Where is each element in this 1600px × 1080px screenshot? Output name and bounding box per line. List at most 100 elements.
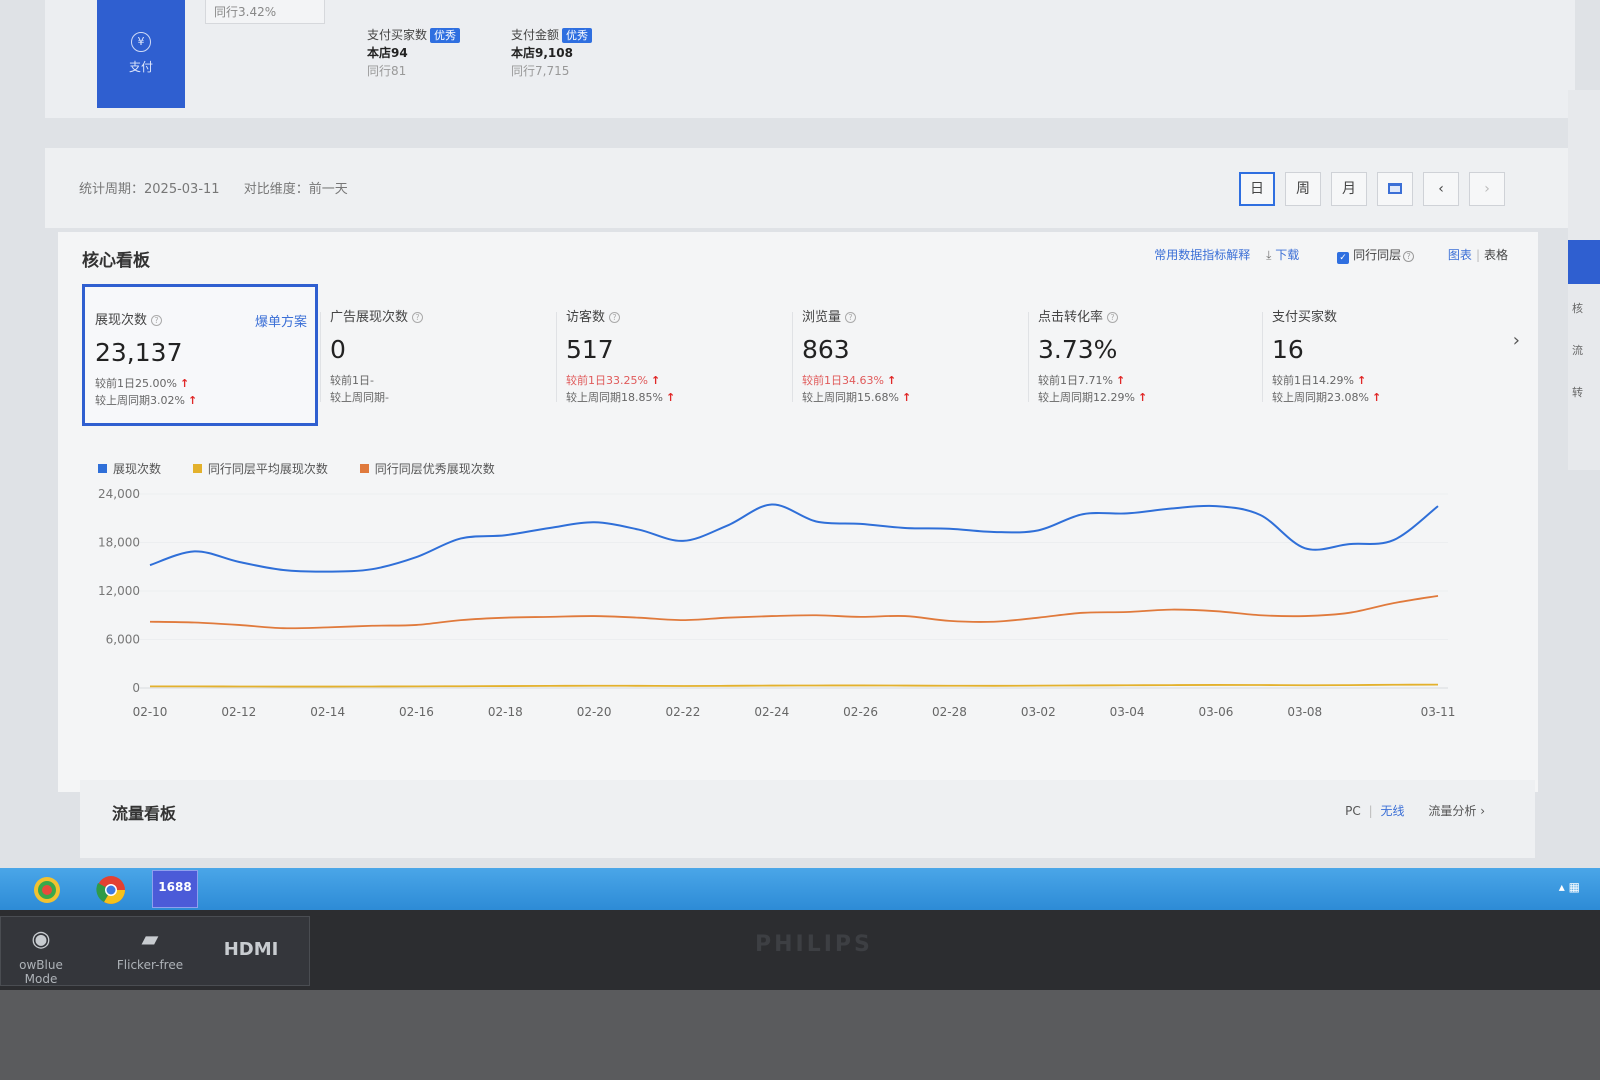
kpi-value: 0 [330,335,346,364]
kpi-value: 16 [1272,335,1304,364]
kpi-compare-week: 较上周同期15.68% [802,391,899,404]
x-tick-label: 02-26 [843,705,878,719]
traffic-board-title: 流量看板 [112,804,177,823]
network-icon[interactable]: ▦ [1568,880,1580,894]
period-bar: 统计周期：2025-03-11 对比维度：前一天 日 周 月 ‹ › [45,148,1575,228]
kpi-card[interactable]: 广告展现次数? 0 较前1日- 较上周同期- [320,284,556,426]
chevron-right-icon: › [1480,804,1485,818]
conversion-funnel: ¥ 支付 同行3.42% 支付买家数 优秀 本店94 同行81 支付金额 优秀 本店… [45,0,1575,118]
x-tick-label: 03-08 [1287,705,1322,719]
chevron-right-icon: › [1484,181,1490,197]
period-info: 统计周期：2025-03-11 对比维度：前一天 [79,178,368,197]
kpi-compare-week: 较上周同期23.08% [1272,391,1369,404]
prev-period-button[interactable]: ‹ [1423,172,1459,206]
funnel-step-pay[interactable]: ¥ 支付 [97,0,185,108]
x-tick-label: 03-06 [1198,705,1233,719]
y-tick-label: 24,000 [98,487,140,501]
kpi-card[interactable]: 浏览量? 863 较前1日34.63% ↑ 较上周同期15.68% ↑ [792,284,1028,426]
legend-swatch [359,464,369,473]
kpi-compare-week: 较上周同期12.29% [1038,391,1135,404]
period-month-button[interactable]: 月 [1331,172,1367,206]
download-button[interactable]: ⤓ 下载 [1266,248,1300,262]
compare-dimension: 对比维度：前一天 [243,182,348,197]
kpi-card[interactable]: 支付买家数 16 较前1日14.29% ↑ 较上周同期23.08% ↑ [1262,284,1498,426]
kpi-value: 23,137 [95,338,183,367]
kpi-title: 广告展现次数? [330,306,546,325]
chrome-icon[interactable] [94,873,128,907]
help-icon: ? [845,312,857,323]
help-icon: ? [1107,312,1119,323]
monitor-bezel: ◉ owBlue Mode ▰ Flicker-free HDMI PHILIPS [0,910,1600,990]
arrow-up-icon: ↑ [650,374,661,387]
kpi-card[interactable]: 点击转化率? 3.73% 较前1日7.71% ↑ 较上周同期12.29% ↑ [1028,284,1264,426]
metric-store-value: 本店9,108 [511,46,573,60]
side-nav-item[interactable]: 转 [1572,386,1583,399]
x-tick-label: 02-24 [754,705,789,719]
stat-period: 统计周期：2025-03-11 [79,182,220,197]
tray-arrow-icon[interactable]: ▴ [1558,880,1565,894]
x-tick-label: 02-20 [577,705,612,719]
core-board-toolbar: 常用数据指标解释 ⤓ 下载 ✓ 同行同层? 图表 | 表格 [1154,248,1508,264]
view-table-toggle[interactable]: 表格 [1483,248,1508,262]
peer-level-checkbox[interactable]: ✓ 同行同层? [1337,248,1415,264]
calendar-button[interactable] [1377,172,1413,206]
x-tick-label: 02-16 [399,705,434,719]
pc-toggle[interactable]: PC [1345,804,1361,818]
excellent-badge: 优秀 [562,28,593,43]
help-icon: ? [1403,251,1415,262]
legend-item-peer-average[interactable]: 同行同层平均展现次数 [192,462,328,476]
peer-rate-tooltip: 同行3.42% [205,0,325,24]
chevron-right-icon: › [1512,330,1520,351]
app-1688-icon[interactable]: 1688 [152,870,198,908]
core-board-title: 核心看板 [82,251,150,271]
metric-peer-value: 同行81 [367,64,407,78]
period-day-button[interactable]: 日 [1239,172,1275,206]
x-tick-label: 02-14 [310,705,345,719]
excellent-badge: 优秀 [430,28,461,43]
kpi-next-button[interactable]: › [1513,330,1520,351]
wireless-toggle[interactable]: 无线 [1380,804,1405,818]
arrow-up-icon: ↑ [886,374,897,387]
legend-item-peer-excellent[interactable]: 同行同层优秀展现次数 [359,462,495,476]
y-tick-label: 0 [132,681,140,695]
kpi-value: 863 [802,335,850,364]
legend-item-impressions[interactable]: 展现次数 [98,462,161,476]
kpi-compare-week: 较上周同期- [330,391,389,404]
kpi-divider [1262,312,1263,402]
low-blue-feature: ◉ owBlue Mode [1,927,81,986]
next-period-button[interactable]: › [1469,172,1505,206]
legend-swatch [192,464,202,473]
x-tick-label: 02-12 [221,705,256,719]
kpi-title: 展现次数? [95,309,305,328]
x-tick-label: 03-11 [1421,705,1456,719]
metric-explain-link[interactable]: 常用数据指标解释 [1154,248,1251,262]
monitor-brand: PHILIPS [755,932,873,957]
monitor-screen: ¥ 支付 同行3.42% 支付买家数 优秀 本店94 同行81 支付金额 优秀 本店… [0,0,1600,910]
help-icon: ? [151,315,163,326]
help-icon: ? [412,312,424,323]
y-tick-label: 12,000 [98,584,140,598]
flicker-free-feature: ▰ Flicker-free [105,927,195,972]
traffic-analysis-link[interactable]: 流量分析 › [1428,804,1485,818]
view-chart-toggle[interactable]: 图表 [1447,248,1472,262]
yuan-coin-icon: ¥ [131,32,151,52]
kpi-title: 浏览量? [802,306,1018,325]
metric-peer-value: 同行7,715 [511,64,570,78]
calendar-icon [1388,183,1402,194]
boost-plan-link[interactable]: 爆单方案 [254,315,307,330]
side-nav-item[interactable]: 流 [1572,344,1583,357]
period-week-button[interactable]: 周 [1285,172,1321,206]
arrow-up-icon: ↑ [1137,391,1148,404]
side-nav-active-item[interactable] [1568,240,1600,284]
browser-360-icon[interactable] [30,873,64,907]
arrow-up-icon: ↑ [901,391,912,404]
x-tick-label: 02-22 [666,705,701,719]
side-nav-item[interactable]: 核 [1572,302,1583,315]
legend-swatch [98,464,107,473]
kpi-card[interactable]: 访客数? 517 较前1日33.25% ↑ 较上周同期18.85% ↑ [556,284,792,426]
core-dashboard: 核心看板 常用数据指标解释 ⤓ 下载 ✓ 同行同层? 图表 | 表格 展现次数? 爆单方… [58,232,1538,792]
y-tick-label: 6,000 [106,633,140,647]
kpi-compare-day: 较前1日33.25% [566,374,648,387]
kpi-card[interactable]: 展现次数? 爆单方案 23,137 较前1日25.00% ↑ 较上周同期3.02% ↑ [82,284,318,426]
kpi-value: 3.73% [1038,335,1118,364]
